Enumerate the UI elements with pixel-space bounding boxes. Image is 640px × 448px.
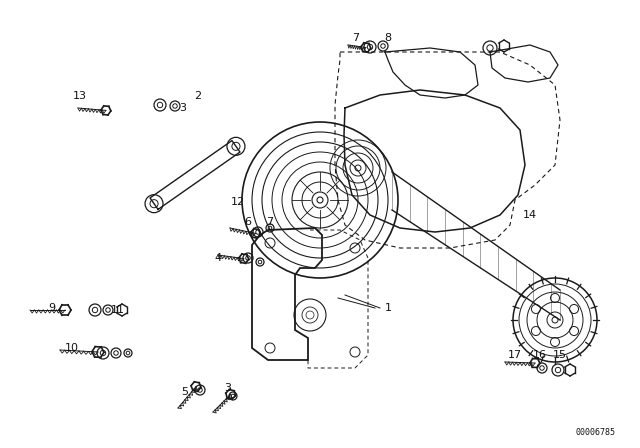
Text: 10: 10 [65, 343, 79, 353]
Text: 17: 17 [508, 350, 522, 360]
Text: 7: 7 [266, 217, 273, 227]
Text: 8: 8 [385, 33, 392, 43]
Text: 7: 7 [353, 33, 360, 43]
Text: 13: 13 [73, 91, 87, 101]
Text: 16: 16 [533, 350, 547, 360]
Text: 6: 6 [244, 217, 252, 227]
Text: 11: 11 [111, 305, 125, 315]
Text: 2: 2 [195, 91, 202, 101]
Text: 00006785: 00006785 [575, 427, 615, 436]
Text: 15: 15 [553, 350, 567, 360]
Text: 3: 3 [179, 103, 186, 113]
Text: 4: 4 [214, 253, 221, 263]
Text: 3: 3 [225, 383, 232, 393]
Text: 14: 14 [523, 210, 537, 220]
Text: 9: 9 [49, 303, 56, 313]
Text: 1: 1 [385, 303, 392, 313]
Text: 5: 5 [182, 387, 189, 397]
Text: 12: 12 [231, 197, 245, 207]
